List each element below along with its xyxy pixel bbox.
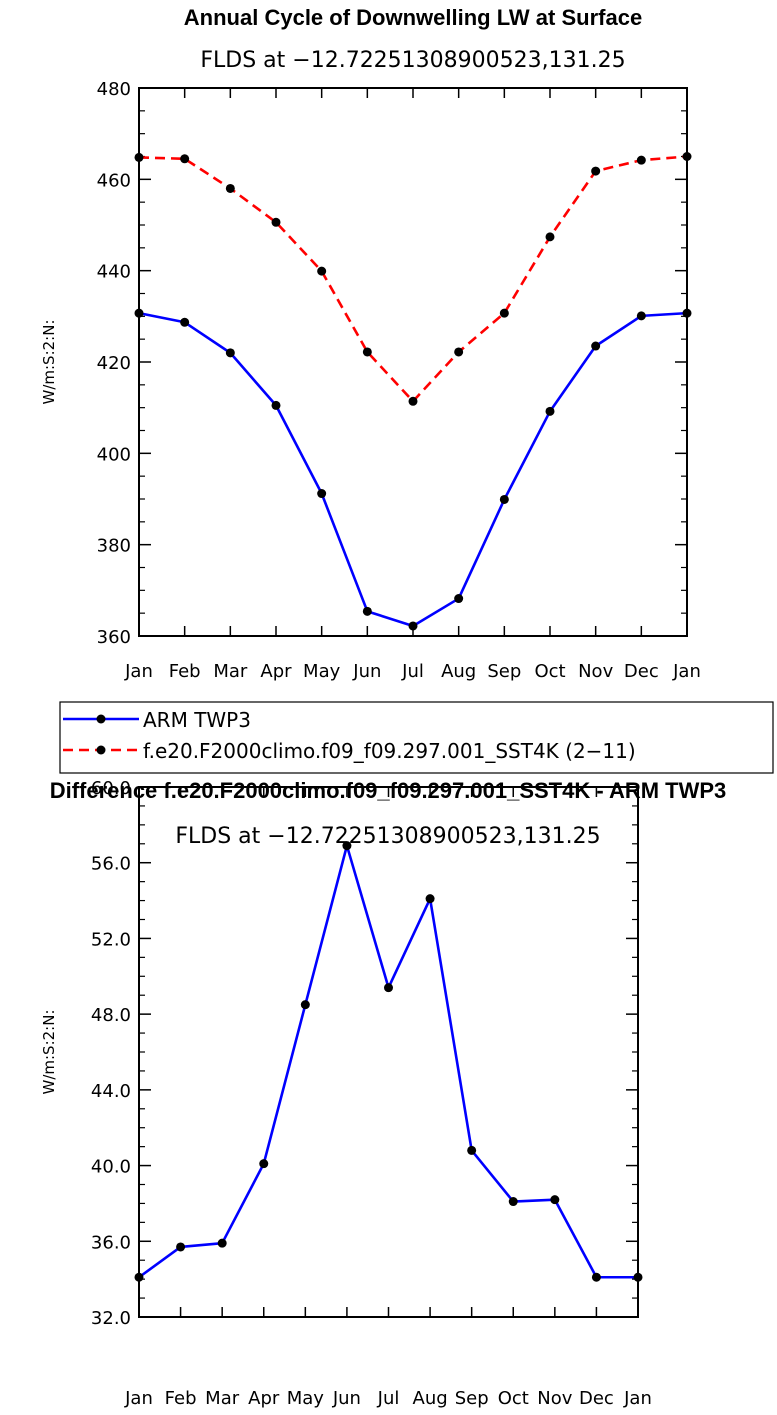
- data-point-0-2: [217, 1238, 227, 1248]
- data-point-0-1: [176, 1242, 186, 1252]
- x-tick-label: Oct: [498, 1388, 529, 1409]
- data-point-0-3: [259, 1159, 269, 1169]
- data-point-0-7: [454, 594, 464, 604]
- y-tick-label: 60.0: [91, 778, 131, 799]
- y-tick-label: 52.0: [91, 929, 131, 950]
- y-tick-label: 32.0: [91, 1308, 131, 1329]
- data-point-0-8: [499, 494, 509, 504]
- y-tick-label: 400: [97, 444, 131, 465]
- legend-box: [59, 701, 774, 774]
- x-tick-label: Aug: [413, 1388, 448, 1409]
- x-tick-label: Nov: [578, 661, 613, 682]
- legend: ARM TWP3 f.e20.F2000climo.f09_f09.297.00…: [59, 701, 774, 774]
- y-tick-label: 48.0: [91, 1005, 131, 1026]
- data-point-1-3: [271, 217, 281, 227]
- data-point-0-5: [362, 606, 372, 616]
- x-tick-label: Jan: [672, 661, 701, 682]
- data-point-1-9: [545, 232, 555, 242]
- x-tick-label: Jan: [124, 1388, 153, 1409]
- x-tick-label: Nov: [537, 1388, 572, 1409]
- data-point-0-11: [591, 1272, 601, 1282]
- x-tick-label: Jan: [124, 661, 153, 682]
- y-tick-label: 360: [97, 627, 131, 648]
- x-tick-label: Feb: [169, 661, 201, 682]
- data-point-0-1: [180, 317, 190, 327]
- data-point-1-4: [317, 266, 327, 276]
- x-tick-label: May: [303, 661, 341, 682]
- x-tick-label: May: [287, 1388, 325, 1409]
- data-point-1-7: [454, 347, 464, 357]
- y-tick-label: 380: [97, 536, 131, 557]
- chart-title: Annual Cycle of Downwelling LW at Surfac…: [184, 5, 642, 30]
- x-tick-label: Sep: [455, 1388, 489, 1409]
- data-point-1-5: [362, 347, 372, 357]
- series-line-0: [138, 844, 638, 1279]
- data-point-1-2: [225, 183, 235, 193]
- series-line-0: [138, 311, 688, 628]
- x-tick-label: Dec: [624, 661, 659, 682]
- x-tick-label: Dec: [579, 1388, 614, 1409]
- data-point-0-5: [342, 841, 352, 851]
- plot-frame: [138, 87, 688, 637]
- data-point-0-9: [545, 406, 555, 416]
- x-tick-label: Jul: [401, 661, 424, 682]
- data-point-0-7: [425, 894, 435, 904]
- data-point-0-11: [636, 311, 646, 321]
- data-point-0-4: [317, 489, 327, 499]
- data-point-0-6: [408, 621, 418, 631]
- y-tick-label: 36.0: [91, 1232, 131, 1253]
- legend-marker-arm: [96, 714, 106, 724]
- x-tick-label: Jan: [623, 1388, 652, 1409]
- chart-subtitle: FLDS at −12.72251308900523,131.25: [175, 824, 600, 849]
- legend-marker-model: [96, 745, 106, 755]
- y-tick-label: 440: [97, 262, 131, 283]
- plot-frame: [138, 786, 639, 1318]
- data-point-1-1: [180, 154, 190, 164]
- x-tick-label: Jun: [332, 1388, 361, 1409]
- x-tick-label: Mar: [205, 1388, 240, 1409]
- data-point-0-10: [550, 1195, 560, 1205]
- y-tick-label: 420: [97, 353, 131, 374]
- data-point-0-4: [300, 1000, 310, 1010]
- series-line-1: [138, 155, 688, 403]
- x-tick-label: Apr: [260, 661, 292, 682]
- x-tick-label: Mar: [213, 661, 248, 682]
- x-tick-label: Feb: [165, 1388, 197, 1409]
- data-point-1-6: [408, 396, 418, 406]
- legend-entry-arm-twp3: ARM TWP3: [63, 708, 251, 732]
- difference-chart: Difference f.e20.F2000climo.f09_f09.297.…: [40, 778, 726, 1409]
- x-tick-label: Apr: [248, 1388, 280, 1409]
- y-tick-label: 44.0: [91, 1081, 131, 1102]
- chart-subtitle: FLDS at −12.72251308900523,131.25: [200, 48, 625, 73]
- x-tick-label: Aug: [441, 661, 476, 682]
- data-point-0-2: [225, 348, 235, 358]
- data-point-0-8: [467, 1145, 477, 1155]
- y-tick-label: 460: [97, 170, 131, 191]
- x-tick-label: Oct: [534, 661, 565, 682]
- x-tick-label: Jul: [377, 1388, 400, 1409]
- data-point-1-8: [499, 308, 509, 318]
- data-point-0-9: [508, 1197, 518, 1207]
- legend-label-model: f.e20.F2000climo.f09_f09.297.001_SST4K (…: [143, 739, 636, 763]
- x-tick-label: Sep: [487, 661, 521, 682]
- data-point-0-3: [271, 400, 281, 410]
- data-point-0-10: [591, 341, 601, 351]
- legend-label-arm: ARM TWP3: [143, 708, 251, 732]
- annual-cycle-chart: Annual Cycle of Downwelling LW at Surfac…: [40, 5, 701, 682]
- y-tick-label: 480: [97, 79, 131, 100]
- y-axis-label: W/m:S:2:N:: [40, 320, 58, 405]
- legend-entry-model: f.e20.F2000climo.f09_f09.297.001_SST4K (…: [63, 739, 636, 763]
- y-axis-label: W/m:S:2:N:: [40, 1010, 58, 1095]
- x-tick-label: Jun: [352, 661, 381, 682]
- y-tick-label: 40.0: [91, 1157, 131, 1178]
- data-point-1-10: [591, 166, 601, 176]
- data-point-0-6: [384, 983, 393, 993]
- y-tick-label: 56.0: [91, 854, 131, 875]
- data-point-1-11: [636, 155, 646, 165]
